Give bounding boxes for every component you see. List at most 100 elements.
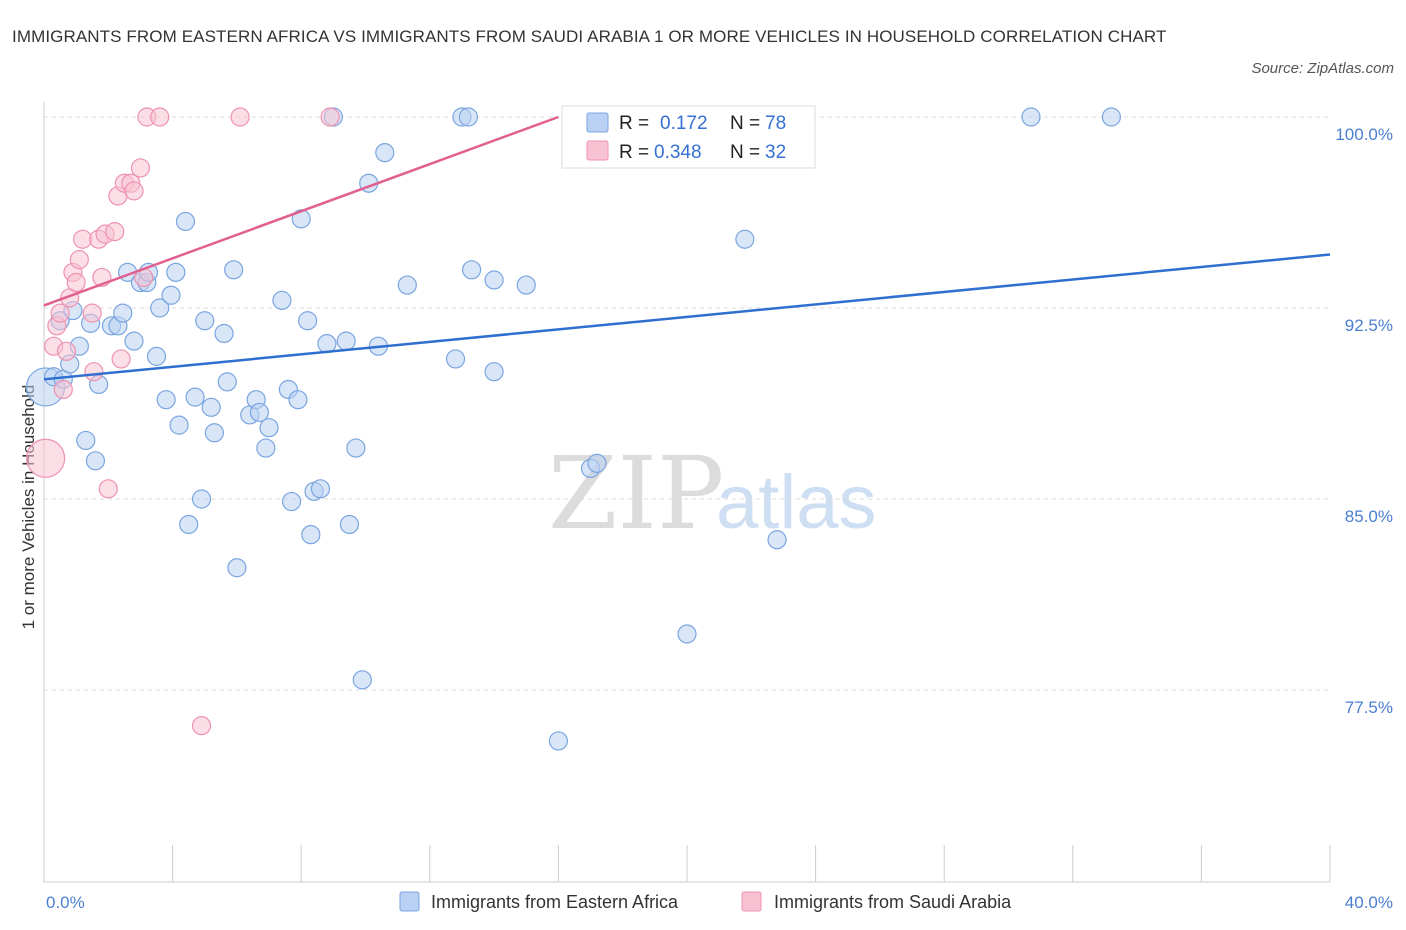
data-point: [461, 260, 482, 280]
data-point: [105, 222, 125, 242]
data-point: [113, 303, 133, 323]
data-point: [548, 731, 569, 751]
data-point: [445, 349, 466, 369]
watermark-zip: ZIP: [548, 435, 724, 552]
data-point: [249, 402, 270, 423]
stats-r-value-blue: 0.172: [660, 113, 708, 134]
data-point: [317, 334, 337, 354]
legend-label-saudi-arabia: Immigrants from Saudi Arabia: [774, 892, 1012, 912]
y-axis-tick-labels: 77.5% 85.0% 92.5% 100.0%: [1335, 125, 1393, 717]
y-axis-label: 1 or more Vehicles in Household: [19, 385, 38, 630]
data-point: [677, 624, 697, 644]
data-point: [288, 390, 308, 410]
trend-line-saudi-arabia: [43, 115, 559, 307]
gridlines: [44, 116, 1330, 691]
data-point: [204, 423, 224, 443]
data-point: [53, 379, 73, 400]
data-point: [169, 415, 189, 435]
data-point: [195, 311, 215, 331]
stats-n-value-pink: 32: [765, 142, 786, 163]
data-point: [161, 285, 181, 305]
stats-swatch-pink: [586, 140, 609, 161]
data-point: [50, 303, 70, 323]
data-point: [281, 491, 302, 512]
data-point: [66, 272, 86, 293]
data-point: [516, 275, 536, 295]
chart-title: IMMIGRANTS FROM EASTERN AFRICA VS IMMIGR…: [12, 27, 1167, 46]
data-point: [310, 479, 331, 499]
data-point: [291, 209, 311, 229]
x-tick-label-max: 40.0%: [1345, 893, 1393, 912]
data-point: [301, 525, 321, 545]
data-point: [259, 418, 279, 438]
data-point: [256, 438, 276, 458]
bottom-legend: Immigrants from Eastern Africa Immigrant…: [399, 891, 1012, 912]
stats-n-label-pink: N =: [730, 142, 760, 163]
watermark-atlas: atlas: [716, 460, 877, 545]
data-point: [124, 181, 144, 201]
legend-swatch-eastern-africa: [399, 891, 420, 912]
data-point: [1021, 107, 1041, 127]
data-point: [227, 558, 247, 578]
stats-r-label-blue: R =: [619, 113, 649, 134]
data-point: [166, 262, 186, 282]
series-eastern-africa: [26, 107, 1121, 751]
data-point: [767, 530, 787, 550]
x-tick-label-min: 0.0%: [46, 893, 85, 912]
y-tick-label: 77.5%: [1345, 698, 1393, 717]
data-point: [1101, 107, 1121, 127]
stats-n-value-blue: 78: [765, 113, 786, 134]
data-point: [375, 143, 395, 163]
data-point: [84, 362, 104, 382]
data-point: [175, 211, 196, 232]
data-point: [150, 298, 170, 318]
data-point: [587, 453, 607, 473]
data-point: [82, 303, 102, 323]
watermark: ZIP atlas: [548, 435, 877, 552]
stats-r-label-pink: R =: [619, 142, 649, 163]
y-tick-label: 100.0%: [1335, 125, 1393, 144]
data-point: [298, 311, 318, 331]
data-point: [26, 438, 66, 478]
y-tick-label: 92.5%: [1345, 316, 1393, 335]
data-point: [76, 430, 96, 451]
data-point: [346, 438, 366, 458]
data-point: [484, 362, 504, 382]
data-point: [85, 451, 106, 471]
stats-r-value-pink: 0.348: [654, 142, 702, 163]
data-point: [458, 107, 478, 127]
stats-n-label-blue: N =: [730, 113, 760, 134]
data-point: [484, 270, 504, 290]
data-point: [69, 250, 89, 270]
data-point: [191, 489, 212, 509]
data-point: [191, 716, 212, 736]
data-point: [130, 158, 151, 178]
data-point: [156, 390, 176, 410]
data-point: [735, 229, 755, 249]
data-point: [272, 290, 292, 310]
x-axis-ticks: [43, 845, 1331, 882]
data-point: [124, 331, 144, 351]
data-point: [150, 107, 170, 127]
data-point: [56, 341, 77, 361]
data-point: [217, 372, 237, 392]
data-point: [336, 331, 356, 351]
data-point: [72, 229, 93, 249]
data-point: [352, 670, 372, 690]
data-point: [111, 349, 131, 369]
data-point: [98, 479, 118, 499]
data-point: [230, 107, 250, 127]
stats-swatch-blue: [586, 112, 609, 133]
data-point: [320, 107, 340, 127]
y-tick-label: 85.0%: [1345, 507, 1393, 526]
data-point: [201, 397, 221, 417]
data-point: [339, 514, 360, 535]
data-point: [179, 514, 199, 535]
data-point: [146, 346, 167, 366]
data-point: [224, 260, 244, 280]
trend-line-eastern-africa: [43, 253, 1331, 381]
legend-swatch-saudi-arabia: [741, 891, 762, 912]
series-saudi-arabia: [26, 107, 752, 736]
data-point: [185, 387, 205, 407]
